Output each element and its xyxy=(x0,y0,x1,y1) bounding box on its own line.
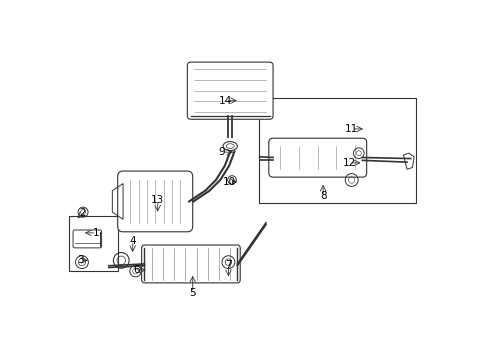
Text: 9: 9 xyxy=(218,147,225,157)
Text: 13: 13 xyxy=(151,195,164,205)
FancyBboxPatch shape xyxy=(73,230,102,248)
Text: 3: 3 xyxy=(77,255,83,265)
Text: 4: 4 xyxy=(129,236,136,246)
Text: 2: 2 xyxy=(80,208,86,218)
Bar xyxy=(69,216,118,271)
Text: 11: 11 xyxy=(345,124,358,134)
Text: 14: 14 xyxy=(219,96,232,106)
FancyBboxPatch shape xyxy=(187,62,272,119)
Text: 1: 1 xyxy=(93,228,100,238)
FancyBboxPatch shape xyxy=(142,245,240,283)
FancyBboxPatch shape xyxy=(118,171,192,232)
Text: 7: 7 xyxy=(224,260,231,270)
Text: 10: 10 xyxy=(223,177,236,187)
Text: 6: 6 xyxy=(133,265,139,275)
Text: 8: 8 xyxy=(319,191,325,201)
FancyBboxPatch shape xyxy=(268,138,366,177)
Text: 5: 5 xyxy=(189,288,196,297)
Bar xyxy=(258,98,415,203)
Text: 12: 12 xyxy=(342,158,355,168)
